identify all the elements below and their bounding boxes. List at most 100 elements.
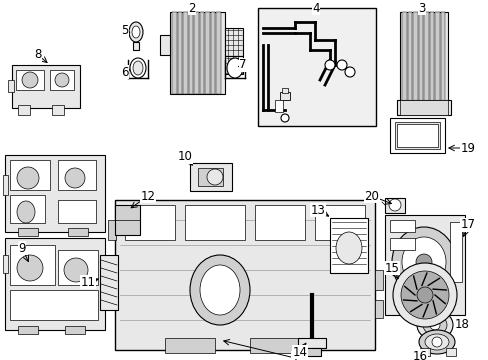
Bar xyxy=(374,300,382,318)
Bar xyxy=(100,255,118,310)
Bar xyxy=(384,198,404,213)
Polygon shape xyxy=(115,200,374,350)
Bar xyxy=(399,100,447,115)
Ellipse shape xyxy=(416,310,452,340)
Bar xyxy=(58,250,98,285)
Bar xyxy=(280,92,289,100)
Bar xyxy=(10,290,98,320)
Bar xyxy=(3,175,8,195)
Ellipse shape xyxy=(65,168,85,188)
Ellipse shape xyxy=(190,255,249,325)
Bar xyxy=(204,12,209,94)
Bar xyxy=(164,338,215,353)
Bar xyxy=(52,105,64,115)
Bar xyxy=(133,42,139,50)
Bar xyxy=(401,12,406,102)
Ellipse shape xyxy=(388,199,400,211)
Text: 15: 15 xyxy=(384,261,399,274)
Text: 7: 7 xyxy=(239,58,246,72)
Ellipse shape xyxy=(401,237,445,287)
Ellipse shape xyxy=(281,114,288,122)
Bar xyxy=(65,326,85,334)
Ellipse shape xyxy=(431,337,441,347)
Bar xyxy=(396,124,437,147)
Text: 13: 13 xyxy=(310,203,325,216)
Bar xyxy=(194,12,198,94)
Text: 11: 11 xyxy=(81,275,95,288)
Bar xyxy=(389,118,444,153)
Bar xyxy=(125,205,175,240)
Ellipse shape xyxy=(415,254,431,270)
Bar xyxy=(10,160,50,190)
Ellipse shape xyxy=(133,61,142,75)
Ellipse shape xyxy=(226,58,243,78)
Bar xyxy=(274,100,283,112)
Bar xyxy=(389,220,414,232)
Bar xyxy=(10,195,45,223)
Bar xyxy=(407,12,411,102)
Text: 19: 19 xyxy=(460,141,474,154)
Ellipse shape xyxy=(130,58,146,78)
Text: 12: 12 xyxy=(140,189,155,202)
Text: 20: 20 xyxy=(364,189,379,202)
Bar xyxy=(183,12,187,94)
Ellipse shape xyxy=(17,201,35,223)
Bar xyxy=(423,12,427,102)
Ellipse shape xyxy=(206,169,223,185)
Bar xyxy=(396,100,450,115)
Bar xyxy=(160,35,170,55)
Text: 14: 14 xyxy=(292,346,307,359)
Text: 5: 5 xyxy=(121,23,128,36)
Ellipse shape xyxy=(17,167,39,189)
Ellipse shape xyxy=(17,255,43,281)
Text: 4: 4 xyxy=(312,1,319,14)
Bar xyxy=(329,218,367,273)
Bar xyxy=(198,168,223,186)
Ellipse shape xyxy=(325,60,334,70)
Ellipse shape xyxy=(336,60,346,70)
Ellipse shape xyxy=(64,258,88,282)
Ellipse shape xyxy=(55,73,69,87)
Text: 2: 2 xyxy=(188,1,195,14)
Bar xyxy=(224,56,243,74)
Bar xyxy=(58,160,96,190)
Polygon shape xyxy=(12,65,80,108)
Bar xyxy=(184,205,244,240)
Bar xyxy=(282,88,287,93)
Bar xyxy=(199,12,203,94)
Bar xyxy=(434,12,439,102)
Bar xyxy=(16,70,44,90)
Ellipse shape xyxy=(132,26,140,38)
Bar xyxy=(68,228,88,236)
Bar xyxy=(58,200,96,223)
Ellipse shape xyxy=(129,22,142,42)
Bar xyxy=(374,270,382,290)
Ellipse shape xyxy=(335,232,361,264)
Bar xyxy=(18,228,38,236)
Ellipse shape xyxy=(200,265,240,315)
Bar xyxy=(108,220,116,240)
Bar xyxy=(449,222,461,282)
Bar xyxy=(399,12,447,102)
Bar xyxy=(254,205,305,240)
Text: 3: 3 xyxy=(417,1,425,14)
Text: 6: 6 xyxy=(121,66,128,78)
Bar xyxy=(210,12,215,94)
Bar xyxy=(190,163,231,191)
Bar xyxy=(3,255,8,273)
Polygon shape xyxy=(5,238,105,330)
Ellipse shape xyxy=(392,263,456,327)
Bar xyxy=(224,28,243,56)
Ellipse shape xyxy=(416,287,432,303)
Text: 10: 10 xyxy=(177,150,192,163)
Bar xyxy=(188,12,193,94)
Bar xyxy=(418,12,422,102)
Bar xyxy=(115,205,140,235)
Text: 1: 1 xyxy=(291,351,298,360)
Bar xyxy=(177,12,182,94)
Text: 16: 16 xyxy=(412,350,427,360)
Bar xyxy=(440,12,444,102)
Bar xyxy=(18,326,38,334)
Bar xyxy=(412,12,417,102)
Ellipse shape xyxy=(422,315,446,335)
